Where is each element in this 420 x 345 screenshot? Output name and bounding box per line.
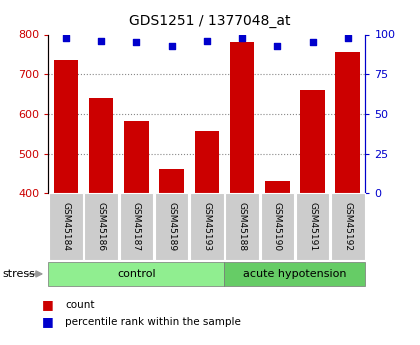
- Text: GSM45188: GSM45188: [238, 202, 247, 252]
- Text: ■: ■: [42, 315, 54, 328]
- Bar: [300, 90, 325, 193]
- Bar: [336, 52, 360, 193]
- Text: ■: ■: [42, 298, 54, 311]
- Bar: [54, 60, 78, 193]
- Bar: [230, 42, 255, 193]
- Bar: [265, 180, 290, 193]
- Text: GSM45192: GSM45192: [343, 202, 352, 252]
- Text: GSM45186: GSM45186: [97, 202, 106, 252]
- Text: GSM45190: GSM45190: [273, 202, 282, 252]
- Point: [309, 40, 316, 45]
- Point: [239, 35, 245, 40]
- Text: GSM45191: GSM45191: [308, 202, 317, 252]
- Bar: [159, 169, 184, 193]
- Text: GSM45193: GSM45193: [202, 202, 211, 252]
- Point: [344, 35, 351, 40]
- Text: count: count: [65, 300, 94, 309]
- Text: GSM45187: GSM45187: [132, 202, 141, 252]
- Point: [274, 43, 281, 48]
- Point: [63, 35, 69, 40]
- Text: control: control: [117, 269, 156, 279]
- Text: percentile rank within the sample: percentile rank within the sample: [65, 317, 241, 327]
- Text: acute hypotension: acute hypotension: [243, 269, 346, 279]
- Text: GDS1251 / 1377048_at: GDS1251 / 1377048_at: [129, 14, 291, 28]
- Bar: [89, 98, 113, 193]
- Text: GSM45189: GSM45189: [167, 202, 176, 252]
- Point: [133, 40, 140, 45]
- Bar: [194, 130, 219, 193]
- Text: GSM45184: GSM45184: [61, 202, 71, 252]
- Text: stress: stress: [2, 269, 35, 279]
- Point: [168, 43, 175, 48]
- Point: [98, 38, 105, 43]
- Point: [203, 38, 210, 43]
- Bar: [124, 121, 149, 193]
